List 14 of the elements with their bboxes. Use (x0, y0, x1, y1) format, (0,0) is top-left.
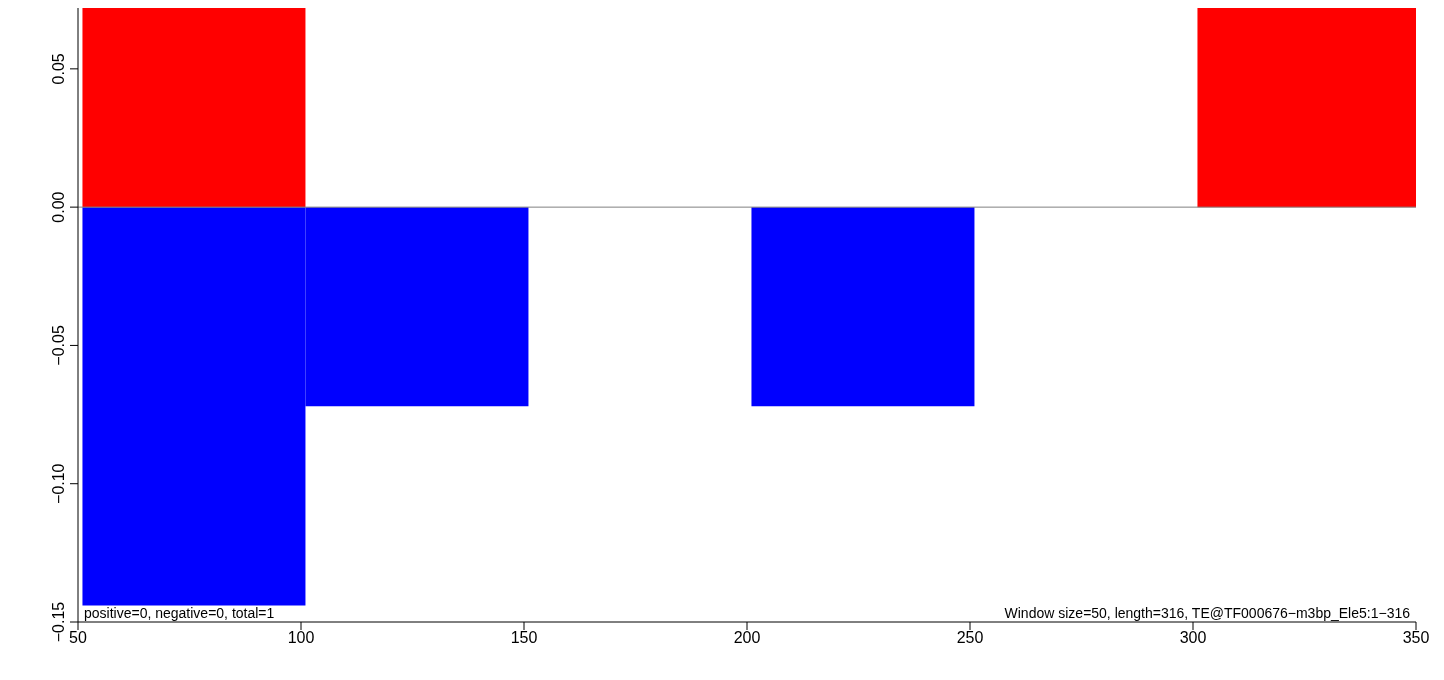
x-tick-label: 250 (956, 629, 984, 647)
annotation: positive=0, negative=0, total=1 (84, 605, 275, 621)
y-tick-label: 0.05 (50, 53, 67, 85)
annotation: Window size=50, length=316, TE@TF000676−m3bp_Ele5:1−316 (1004, 605, 1411, 621)
x-tick-label: 50 (69, 629, 87, 647)
y-tick-label: −0.15 (50, 601, 67, 643)
x-tick-label: 300 (1179, 629, 1207, 647)
x-tick-label: 350 (1402, 629, 1430, 647)
y-tick-label: −0.10 (50, 463, 67, 504)
y-tick-label: −0.05 (50, 325, 67, 366)
y-tick-label: 0.00 (50, 191, 67, 223)
x-tick-label: 100 (287, 629, 315, 647)
x-tick-label: 200 (733, 629, 761, 647)
x-tick-label: 150 (510, 629, 538, 647)
